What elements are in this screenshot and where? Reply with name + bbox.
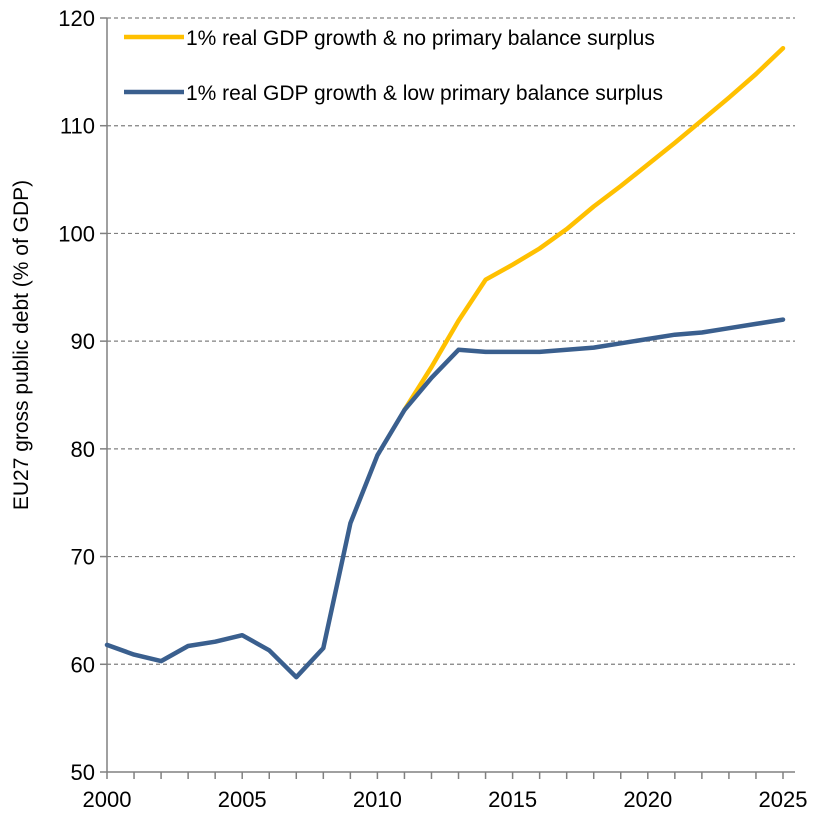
y-tick-label: 120 — [58, 6, 95, 31]
y-tick-label: 70 — [71, 545, 95, 570]
series-lines — [104, 45, 786, 680]
x-tick-label: 2000 — [83, 787, 132, 812]
x-tick-label: 2020 — [623, 787, 672, 812]
series-line-1 — [402, 45, 786, 413]
series-line-2 — [104, 317, 786, 680]
x-tick-label: 2010 — [353, 787, 402, 812]
y-axis-title: EU27 gross public debt (% of GDP) — [10, 180, 33, 510]
legend-label: 1% real GDP growth & no primary balance … — [186, 27, 655, 50]
x-tick-label: 2025 — [759, 787, 808, 812]
y-tick-labels: 50 60 70 80 90 100 110 120 — [58, 6, 95, 785]
legend: 1% real GDP growth & no primary balance … — [124, 27, 663, 105]
y-tick-label: 80 — [71, 437, 95, 462]
y-tick-label: 90 — [71, 329, 95, 354]
x-tick-labels: 2000 2005 2010 2015 2020 2025 — [83, 787, 808, 812]
x-tick-label: 2005 — [218, 787, 267, 812]
y-tick-label: 50 — [71, 760, 95, 785]
legend-label: 1% real GDP growth & low primary balance… — [186, 82, 663, 105]
gridlines — [100, 17, 795, 779]
y-tick-label: 100 — [58, 221, 95, 246]
y-tick-label: 110 — [60, 114, 95, 139]
y-tick-label: 60 — [71, 652, 95, 677]
x-tick-label: 2015 — [488, 787, 537, 812]
